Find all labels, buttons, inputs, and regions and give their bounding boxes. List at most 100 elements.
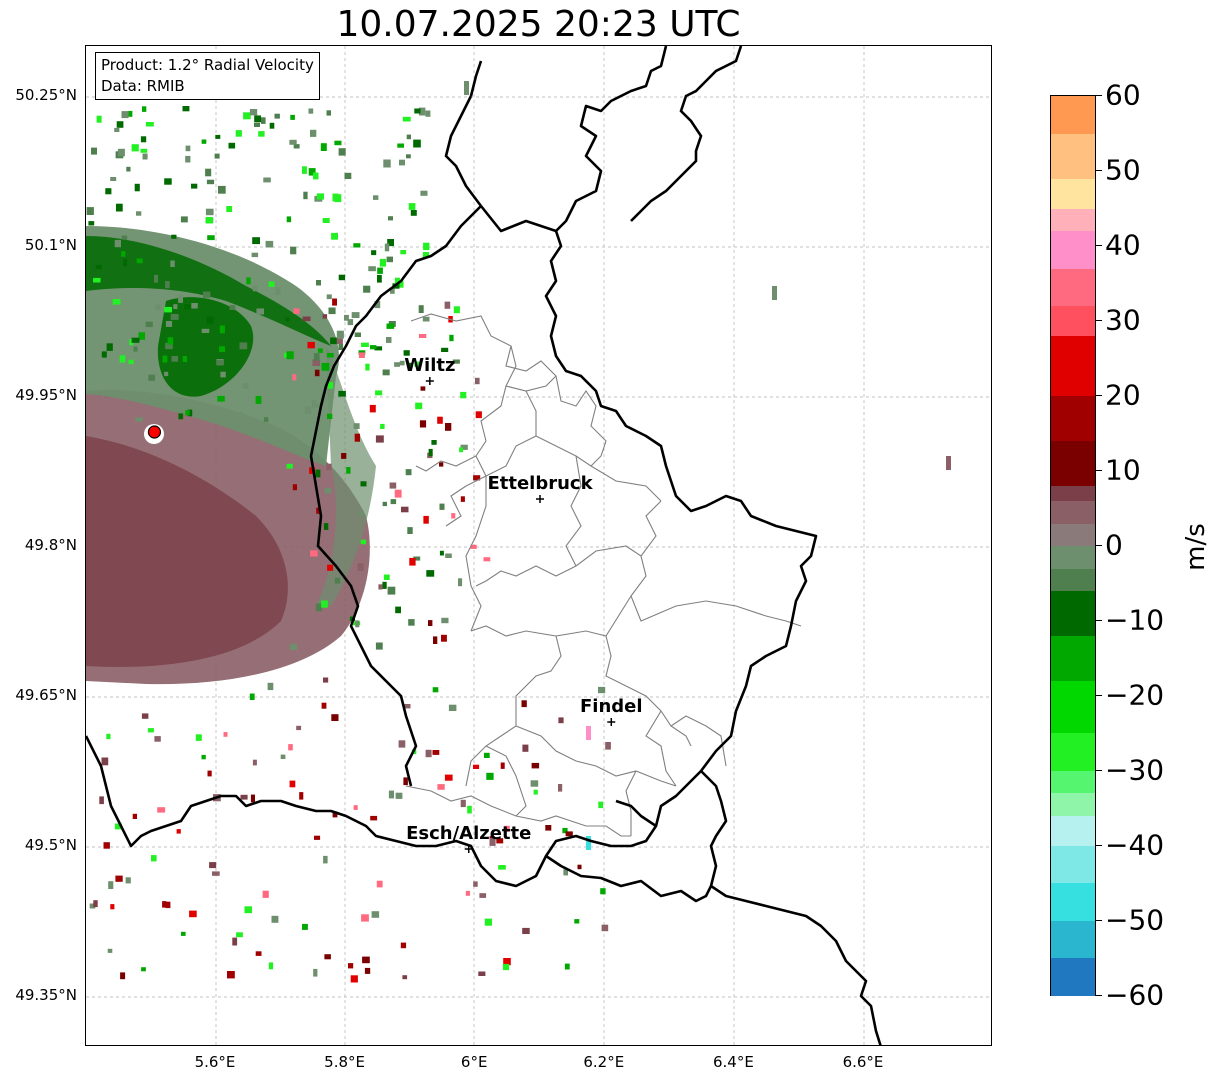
radar-pixel (332, 298, 337, 306)
radar-pixel (260, 117, 266, 124)
radar-pixel (378, 584, 383, 590)
radar-pixel (223, 732, 228, 737)
radar-pixel (171, 234, 177, 239)
radar-pixel (162, 355, 168, 363)
radar-pixel (154, 736, 161, 742)
radar-pixel (498, 865, 506, 870)
radar-pixel (486, 772, 494, 780)
radar-pixel (425, 110, 431, 117)
radar-pixel (215, 134, 221, 139)
radar-pixel (332, 811, 338, 818)
radar-pixel (426, 570, 435, 577)
radar-pixel (441, 347, 449, 352)
radar-pixel (138, 332, 146, 340)
radar-pixel (164, 371, 169, 377)
radar-pixel (105, 188, 112, 195)
radar-pixel (334, 577, 341, 584)
radar-pixel (293, 144, 300, 149)
colorbar-tick-label: 20 (1105, 378, 1141, 412)
radar-pixel (114, 239, 121, 248)
radar-pixel (403, 777, 408, 786)
radar-pixel (448, 704, 457, 711)
radar-pixel (128, 359, 134, 364)
radar-pixel (226, 206, 233, 213)
colorbar-band (1051, 920, 1095, 959)
colorbar-tick-mark (1096, 95, 1102, 96)
colorbar-band (1051, 635, 1095, 681)
lon-tick-label: 5.8°E (324, 1053, 366, 1071)
radar-pixel (86, 207, 94, 215)
radar-pixel (413, 556, 421, 561)
radar-pixel (171, 356, 178, 362)
radar-pixel (336, 330, 344, 339)
radar-pixel (311, 400, 317, 408)
radar-pixel (433, 636, 438, 644)
radar-pixel (458, 578, 463, 587)
radar-pixel (302, 923, 308, 930)
colorbar-band (1051, 395, 1095, 442)
colorbar-tick-label: 60 (1105, 78, 1141, 112)
radar-pixel (303, 191, 308, 200)
radar-pixel (132, 813, 137, 819)
radar-pixel (228, 142, 236, 149)
radar-pixel (402, 975, 408, 980)
radar-pixel (601, 924, 609, 932)
radar-pixel (125, 877, 131, 884)
radar-pixel (296, 725, 302, 731)
radar-pixel (522, 744, 529, 752)
radar-pixel (348, 963, 354, 969)
radar-pixel (114, 823, 122, 830)
radar-pixel (399, 360, 405, 366)
radar-pixel (117, 148, 125, 157)
radar-pixel (274, 113, 280, 119)
radar-pixel (353, 243, 361, 248)
radar-pixel (249, 109, 258, 116)
radar-pixel (140, 136, 147, 143)
radar-pixel (110, 904, 115, 910)
radar-pixel (313, 968, 318, 977)
city-marker: Wiltz (404, 355, 455, 385)
radar-pixel (437, 784, 445, 790)
radar-pixel (479, 893, 487, 898)
radar-pixel (165, 321, 173, 327)
colorbar-tick-mark (1096, 395, 1102, 396)
radar-pixel (598, 801, 604, 809)
radar-pixel (389, 482, 397, 489)
radar-pixel (320, 143, 327, 151)
radar-pixel (377, 274, 382, 283)
radar-pixel (586, 836, 591, 850)
radar-pixel (271, 915, 279, 923)
radar-pixel (475, 377, 480, 385)
radar-pixel (327, 564, 334, 571)
radar-pixel (344, 314, 349, 321)
colorbar-band (1051, 567, 1095, 592)
radar-pixel (946, 456, 951, 470)
radar-pixel (586, 726, 591, 740)
radar-site-marker (147, 425, 162, 439)
colorbar-band (1051, 96, 1095, 135)
radar-pixel (185, 145, 191, 152)
radar-pixel (475, 411, 482, 419)
lon-tick-label: 6.4°E (712, 1053, 754, 1071)
city-plus-icon (464, 845, 473, 853)
radar-pixel (164, 178, 172, 185)
product-info-box: Product: 1.2° Radial Velocity Data: RMIB (95, 52, 320, 100)
colorbar-tick-label: −40 (1105, 828, 1165, 862)
radar-pixel (375, 435, 384, 443)
radar-pixel (285, 317, 290, 322)
radar-pixel (484, 918, 492, 926)
radar-pixel (237, 411, 243, 418)
radar-pixel (451, 513, 456, 519)
radar-pixel (323, 855, 328, 864)
radar-pixel (375, 390, 383, 396)
radar-pixel (195, 734, 202, 741)
radar-pixel (370, 345, 377, 350)
radar-pixel (133, 346, 138, 352)
radar-pixel (178, 295, 183, 303)
radar-pixel (371, 911, 380, 918)
radar-pixel (201, 328, 210, 333)
radar-pixel (441, 617, 449, 624)
radar-pixel (262, 890, 269, 898)
radar-pixel (112, 299, 121, 305)
colorbar-band (1051, 230, 1095, 269)
